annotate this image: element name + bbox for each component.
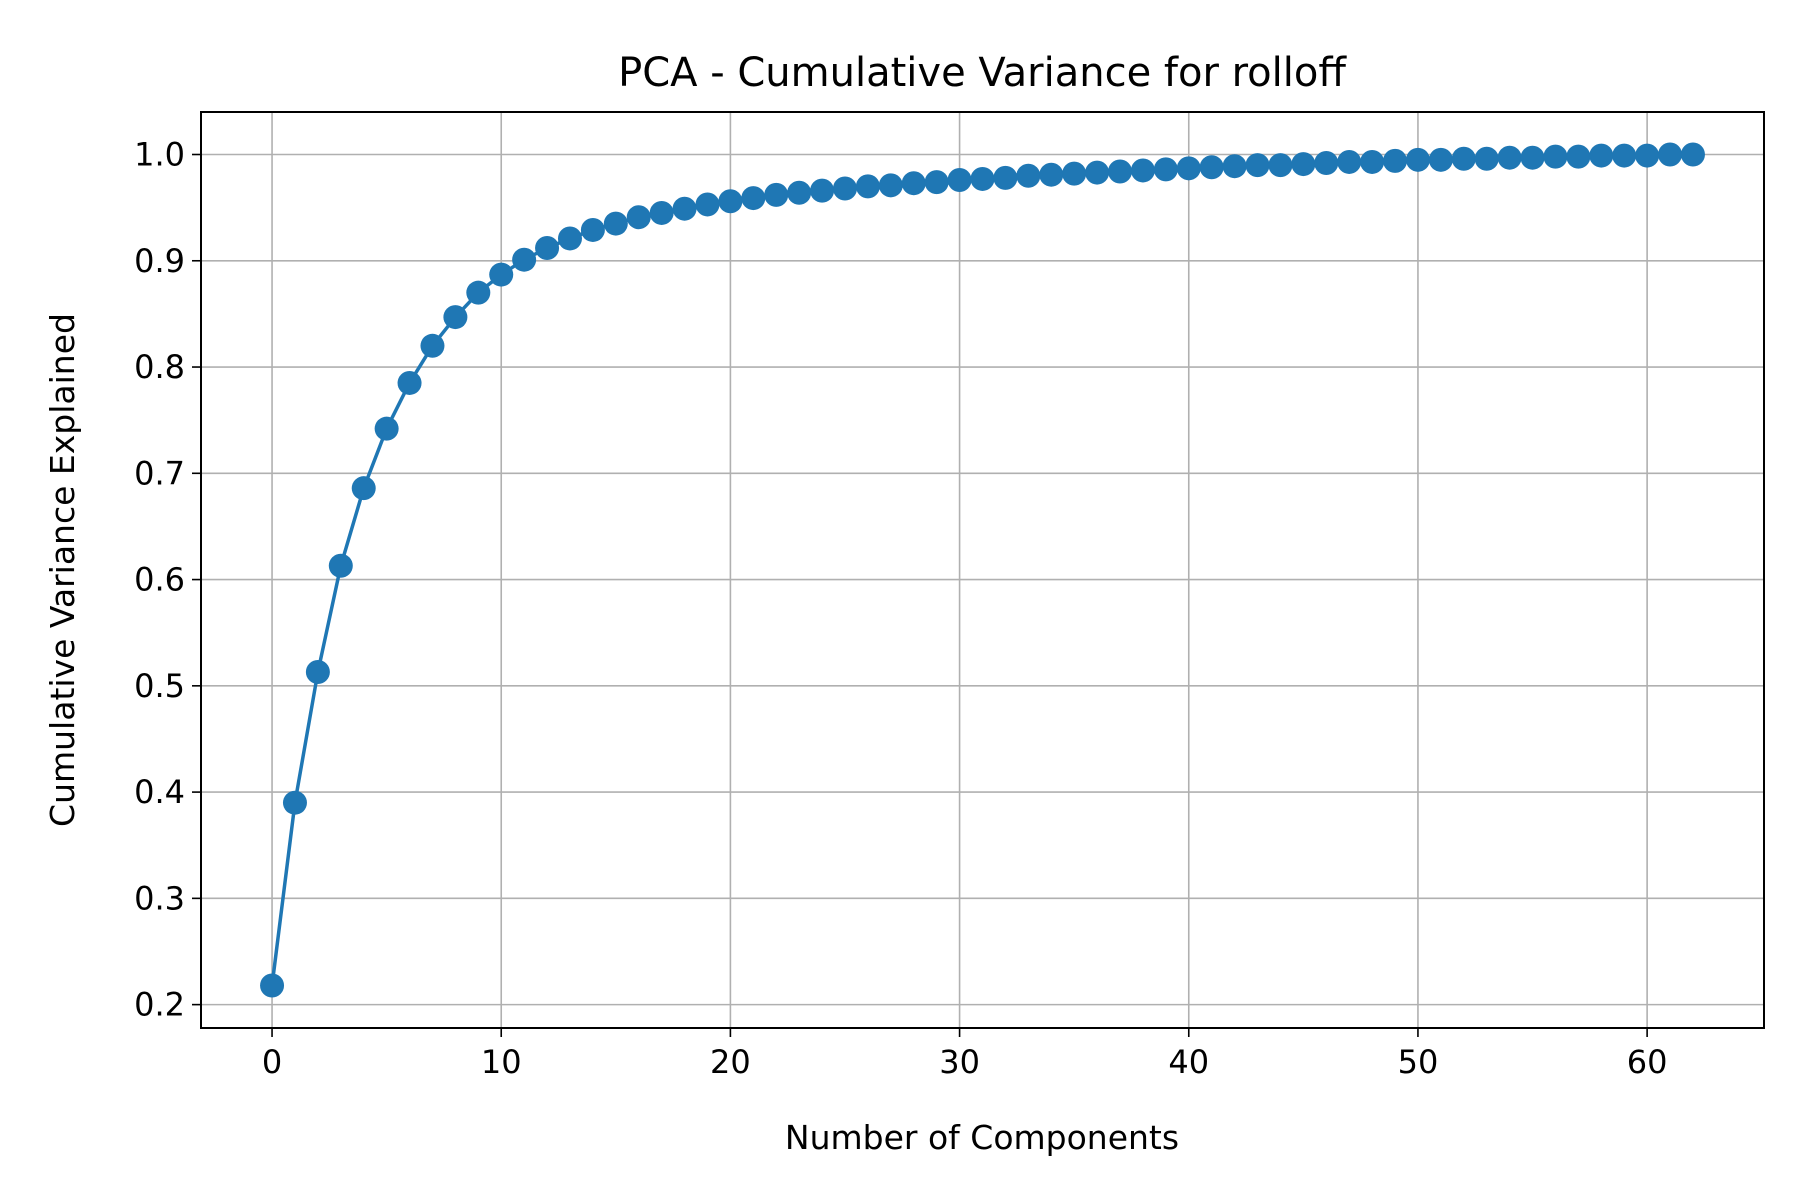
data-point	[374, 416, 399, 441]
data-point	[1199, 155, 1224, 180]
data-point	[1062, 161, 1087, 186]
data-point	[1314, 151, 1339, 176]
data-point	[1337, 149, 1362, 174]
data-point	[626, 205, 651, 230]
plot-frame	[200, 111, 1765, 1029]
data-point	[1428, 147, 1453, 172]
y-tick-label: 0.7	[134, 454, 185, 492]
y-tick-label: 0.8	[134, 348, 185, 386]
grid	[201, 112, 1764, 1028]
data-point	[718, 189, 743, 214]
data-point	[489, 262, 514, 287]
data-point	[993, 165, 1018, 190]
data-point	[1245, 153, 1270, 178]
y-tick-label: 0.9	[134, 242, 185, 280]
x-tick-label: 30	[939, 1043, 980, 1081]
x-tick-label: 60	[1627, 1043, 1668, 1081]
data-point	[328, 553, 353, 578]
data-point	[649, 200, 674, 225]
series-layer	[260, 142, 1705, 998]
data-point	[1130, 158, 1155, 183]
data-point	[1543, 144, 1568, 169]
x-tick-label: 40	[1168, 1043, 1209, 1081]
data-point	[764, 182, 789, 207]
data-point	[1176, 156, 1201, 181]
data-point	[741, 186, 766, 211]
data-point	[1039, 162, 1064, 187]
data-point	[443, 305, 468, 330]
y-tick-label: 0.3	[134, 879, 185, 917]
data-point	[1383, 148, 1408, 173]
data-point	[970, 166, 995, 191]
x-tick-label: 50	[1398, 1043, 1439, 1081]
data-point	[535, 236, 560, 261]
data-point	[1085, 160, 1110, 185]
data-point	[397, 370, 422, 395]
data-point	[1291, 152, 1316, 177]
data-point	[557, 226, 582, 251]
data-point	[1153, 157, 1178, 182]
data-point	[1612, 143, 1637, 168]
data-point	[580, 217, 605, 242]
data-point	[305, 660, 330, 685]
data-point	[1222, 154, 1247, 179]
data-point	[695, 192, 720, 217]
data-point	[260, 973, 285, 998]
x-tick-label: 20	[710, 1043, 751, 1081]
data-point	[855, 174, 880, 199]
data-point	[924, 170, 949, 195]
data-point	[878, 173, 903, 198]
data-point	[512, 247, 537, 272]
data-point	[1658, 142, 1683, 167]
data-point	[1451, 146, 1476, 171]
y-tick-label: 0.2	[134, 986, 185, 1024]
data-point	[1635, 143, 1660, 168]
data-point	[1405, 147, 1430, 172]
data-point	[1680, 142, 1705, 167]
data-point	[1566, 144, 1591, 169]
data-point	[1268, 153, 1293, 178]
data-point	[1016, 163, 1041, 188]
data-point	[1520, 145, 1545, 170]
data-point	[1474, 146, 1499, 171]
data-point	[1108, 159, 1133, 184]
x-axis-label: Number of Components	[785, 1118, 1179, 1157]
data-point	[810, 178, 835, 203]
y-tick-label: 1.0	[134, 136, 185, 174]
y-tick-label: 0.6	[134, 561, 185, 599]
y-tick-label: 0.4	[134, 773, 185, 811]
data-point	[420, 333, 445, 358]
y-tick-label: 0.5	[134, 667, 185, 705]
data-point	[947, 168, 972, 193]
data-point	[787, 180, 812, 205]
x-axis-ticks: 0 10 20 30 40 50 60	[262, 1028, 1668, 1081]
data-point	[1589, 143, 1614, 168]
data-point	[672, 196, 697, 221]
data-point	[1360, 149, 1385, 174]
data-point	[832, 176, 857, 201]
data-point	[603, 211, 628, 236]
chart-title: PCA - Cumulative Variance for rolloff	[618, 50, 1347, 96]
x-tick-label: 0	[262, 1043, 282, 1081]
data-point	[282, 790, 307, 815]
data-point	[1497, 145, 1522, 170]
x-tick-label: 10	[481, 1043, 522, 1081]
data-point	[901, 171, 926, 196]
y-axis-label: Cumulative Variance Explained	[43, 313, 82, 827]
y-axis-ticks: 0.2 0.3 0.4 0.5 0.6 0.7 0.8 0.9 1.0	[134, 136, 201, 1024]
data-point	[351, 476, 376, 501]
data-point	[466, 280, 491, 305]
